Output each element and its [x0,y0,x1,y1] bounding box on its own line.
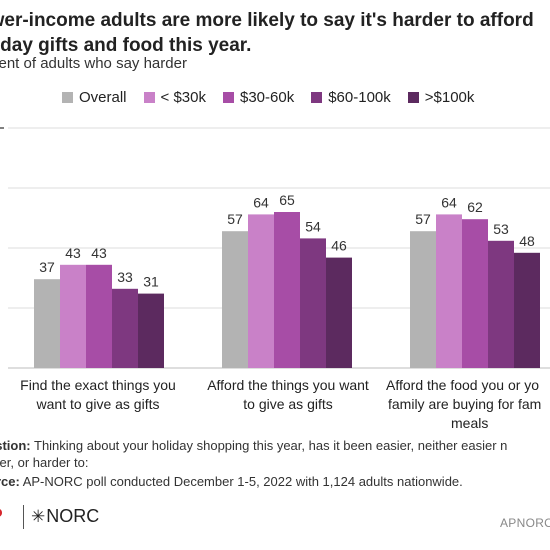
legend-swatch-30-60k [222,92,234,103]
x-category-label-2-line-1: Afford the things you want [207,377,369,393]
source-label: urce: [0,474,20,489]
source-text: AP-NORC poll conducted December 1-5, 202… [19,474,463,489]
x-category-label-3: Afford the food you or yo family are buy… [386,376,550,433]
bar [326,257,352,368]
data-label: 37 [39,259,55,275]
ap-logo: P [0,506,3,528]
bar [410,231,436,368]
data-label: 65 [279,192,295,208]
data-label: 57 [227,211,243,227]
bar [462,219,488,368]
legend-label-overall: Overall [79,89,127,106]
legend-item-under-30k: < $30k [143,89,206,106]
data-label: 43 [91,245,107,261]
x-category-label-3-line-1: Afford the food you or yo [386,377,540,393]
x-category-label-3-line-3: meals [451,415,489,431]
legend-item-over-100k: >$100k [407,89,475,106]
legend-item-30-60k: $30-60k [222,89,295,106]
bar [112,288,138,368]
data-label: 53 [493,221,509,237]
logo-divider [23,505,24,529]
data-label: 33 [117,269,133,285]
legend-item-60-100k: $60-100k [311,89,391,106]
chart-title-line-2: oliday gifts and food this year. [0,35,252,56]
chart-title-line-1: ower-income adults are more likely to sa… [0,10,534,31]
bar [436,214,462,368]
legend-item-overall: Overall [62,89,127,106]
bar [222,231,248,368]
data-label: 54 [305,218,321,234]
legend-label-under-30k: < $30k [160,89,206,106]
bar [86,264,112,368]
legend: Overall < $30k $30-60k $60-100k >$100k [62,89,491,106]
chart-subtitle: rcent of adults who say harder [0,55,187,72]
bar [274,212,300,368]
asterisk-star-icon: ✳ [31,506,46,526]
bar [248,214,274,368]
source-note: urce: AP-NORC poll conducted December 1-… [0,473,463,490]
question-label: estion: [0,438,31,453]
legend-swatch-over-100k [407,92,419,103]
question-note-line-1: estion: Thinking about your holiday shop… [0,437,507,454]
data-label: 57 [415,211,431,227]
data-label: 46 [331,238,347,254]
x-category-label-2-line-2: to give as gifts [243,396,333,412]
x-category-label-2: Afford the things you want to give as gi… [198,376,378,414]
data-label: 43 [65,245,81,261]
norc-logo-text: NORC [46,506,100,526]
bar [60,264,86,368]
bar [138,293,164,368]
x-category-label-1-line-2: want to give as gifts [36,396,160,412]
legend-swatch-overall [62,92,73,103]
data-label: 62 [467,199,483,215]
bar [488,240,514,368]
x-category-label-1: Find the exact things you want to give a… [8,376,188,414]
legend-label-over-100k: >$100k [424,89,475,106]
data-label: 64 [441,194,457,210]
x-category-label-3-line-2: family are buying for fam [388,396,542,412]
data-label: 48 [519,233,535,249]
question-text: Thinking about your holiday shopping thi… [30,438,508,453]
legend-swatch-under-30k [143,92,155,103]
legend-swatch-60-100k [311,92,323,103]
norc-logo: ✳ NORC [31,506,99,527]
chart-title: ower-income adults are more likely to sa… [0,8,534,58]
data-label: 31 [143,274,159,290]
data-label: 64 [253,194,269,210]
bar [34,279,60,368]
bar [300,238,326,368]
bar [514,252,540,368]
question-note: estion: Thinking about your holiday shop… [0,437,507,471]
x-category-label-1-line-1: Find the exact things you [20,377,176,393]
legend-label-60-100k: $60-100k [328,89,391,106]
question-note-line-2: rder, or harder to: [0,455,89,470]
legend-label-30-60k: $30-60k [239,89,295,106]
credit-text: APNORC [500,516,550,530]
